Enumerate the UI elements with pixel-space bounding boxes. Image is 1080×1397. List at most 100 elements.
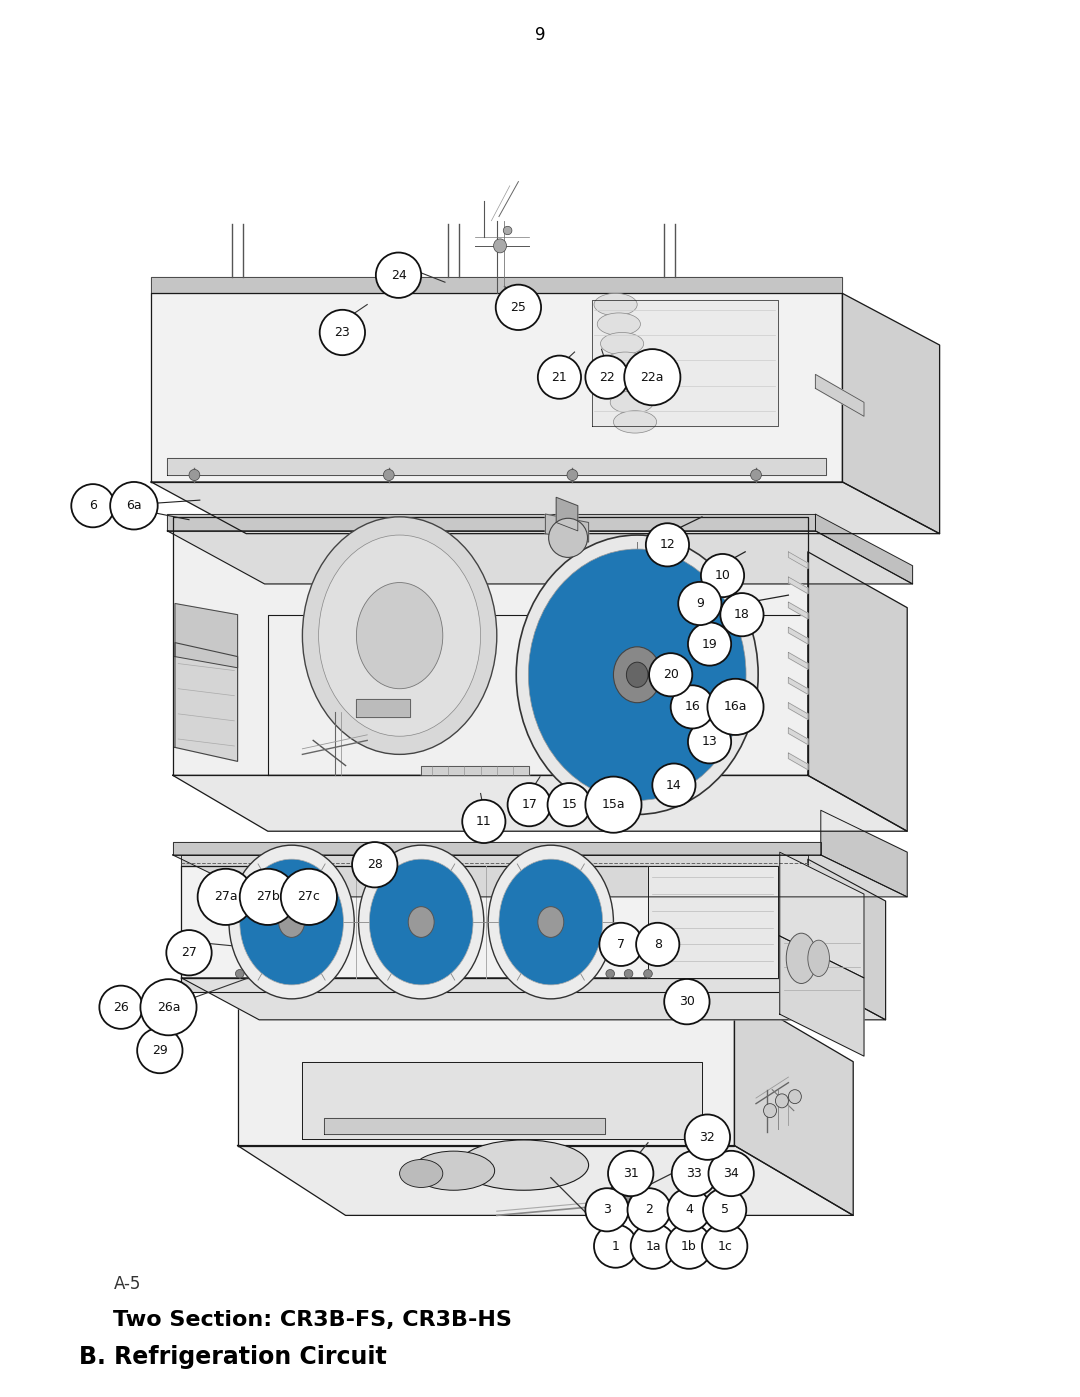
Text: 6: 6 [89, 499, 97, 513]
Ellipse shape [538, 356, 581, 398]
Ellipse shape [494, 239, 507, 253]
Polygon shape [556, 497, 578, 531]
Text: 25: 25 [511, 300, 526, 314]
Ellipse shape [549, 518, 588, 557]
Text: 17: 17 [522, 798, 537, 812]
Text: 27: 27 [181, 946, 197, 960]
Ellipse shape [585, 1189, 629, 1231]
Ellipse shape [764, 1104, 777, 1118]
Ellipse shape [585, 777, 642, 833]
Ellipse shape [707, 679, 764, 735]
Polygon shape [173, 855, 907, 897]
Text: 1: 1 [611, 1239, 620, 1253]
Ellipse shape [688, 721, 731, 763]
Polygon shape [821, 810, 907, 897]
Ellipse shape [570, 598, 704, 752]
Polygon shape [842, 293, 940, 534]
Polygon shape [238, 1146, 853, 1215]
Text: 19: 19 [702, 637, 717, 651]
Text: 15a: 15a [602, 798, 625, 812]
Ellipse shape [610, 391, 653, 414]
Ellipse shape [624, 970, 633, 978]
Ellipse shape [701, 555, 744, 597]
Ellipse shape [99, 986, 143, 1028]
Polygon shape [788, 552, 808, 569]
Ellipse shape [320, 310, 365, 355]
Ellipse shape [751, 469, 761, 481]
Ellipse shape [702, 1224, 747, 1268]
Ellipse shape [166, 930, 212, 975]
Ellipse shape [599, 923, 643, 965]
Ellipse shape [459, 1140, 589, 1190]
Ellipse shape [685, 1115, 730, 1160]
Ellipse shape [786, 933, 816, 983]
Ellipse shape [720, 594, 764, 636]
Polygon shape [173, 842, 821, 855]
Text: 3: 3 [603, 1203, 611, 1217]
Text: 16a: 16a [724, 700, 747, 714]
Polygon shape [151, 293, 842, 482]
Ellipse shape [618, 1196, 635, 1213]
Text: 22: 22 [599, 370, 615, 384]
Ellipse shape [671, 686, 714, 728]
Polygon shape [788, 602, 808, 619]
Text: Two Section: CR3B-FS, CR3B-HS: Two Section: CR3B-FS, CR3B-HS [113, 1310, 512, 1330]
Polygon shape [780, 936, 864, 1056]
Ellipse shape [594, 1225, 637, 1267]
Polygon shape [324, 1118, 605, 1134]
Polygon shape [808, 552, 907, 831]
Text: 26a: 26a [157, 1000, 180, 1014]
Ellipse shape [71, 485, 114, 527]
Ellipse shape [788, 1090, 801, 1104]
Text: 24: 24 [391, 268, 406, 282]
Polygon shape [734, 992, 853, 1215]
Polygon shape [788, 577, 808, 594]
Ellipse shape [649, 654, 692, 696]
Text: 26: 26 [113, 1000, 129, 1014]
Polygon shape [815, 514, 913, 584]
Ellipse shape [548, 784, 591, 826]
Ellipse shape [528, 549, 746, 800]
Text: 15: 15 [562, 798, 577, 812]
Text: 14: 14 [666, 778, 681, 792]
Text: 1a: 1a [646, 1239, 661, 1253]
Text: 33: 33 [687, 1166, 702, 1180]
Ellipse shape [137, 1028, 183, 1073]
Ellipse shape [688, 623, 731, 665]
Ellipse shape [631, 1224, 676, 1268]
Polygon shape [268, 615, 808, 775]
Ellipse shape [462, 800, 505, 842]
Polygon shape [181, 978, 808, 992]
Ellipse shape [567, 469, 578, 481]
Ellipse shape [627, 1189, 671, 1231]
Ellipse shape [508, 784, 551, 826]
Ellipse shape [703, 1189, 746, 1231]
Ellipse shape [408, 907, 434, 937]
Ellipse shape [585, 356, 629, 398]
Ellipse shape [613, 647, 661, 703]
Text: 31: 31 [623, 1166, 638, 1180]
Ellipse shape [594, 293, 637, 316]
Ellipse shape [626, 662, 648, 687]
Ellipse shape [279, 907, 305, 937]
Text: 5: 5 [720, 1203, 729, 1217]
Polygon shape [592, 300, 778, 426]
Polygon shape [788, 627, 808, 644]
Text: 9: 9 [535, 27, 545, 43]
Text: 30: 30 [679, 995, 694, 1009]
Text: 32: 32 [700, 1130, 715, 1144]
Polygon shape [788, 678, 808, 694]
Ellipse shape [229, 845, 354, 999]
Polygon shape [788, 753, 808, 770]
Text: 10: 10 [715, 569, 730, 583]
Ellipse shape [664, 979, 710, 1024]
Text: 9: 9 [696, 597, 704, 610]
Text: 8: 8 [653, 937, 662, 951]
Ellipse shape [240, 869, 296, 925]
Ellipse shape [667, 1189, 711, 1231]
Ellipse shape [604, 352, 647, 374]
Ellipse shape [400, 1160, 443, 1187]
Text: 21: 21 [552, 370, 567, 384]
Ellipse shape [600, 633, 674, 717]
Ellipse shape [499, 859, 603, 985]
